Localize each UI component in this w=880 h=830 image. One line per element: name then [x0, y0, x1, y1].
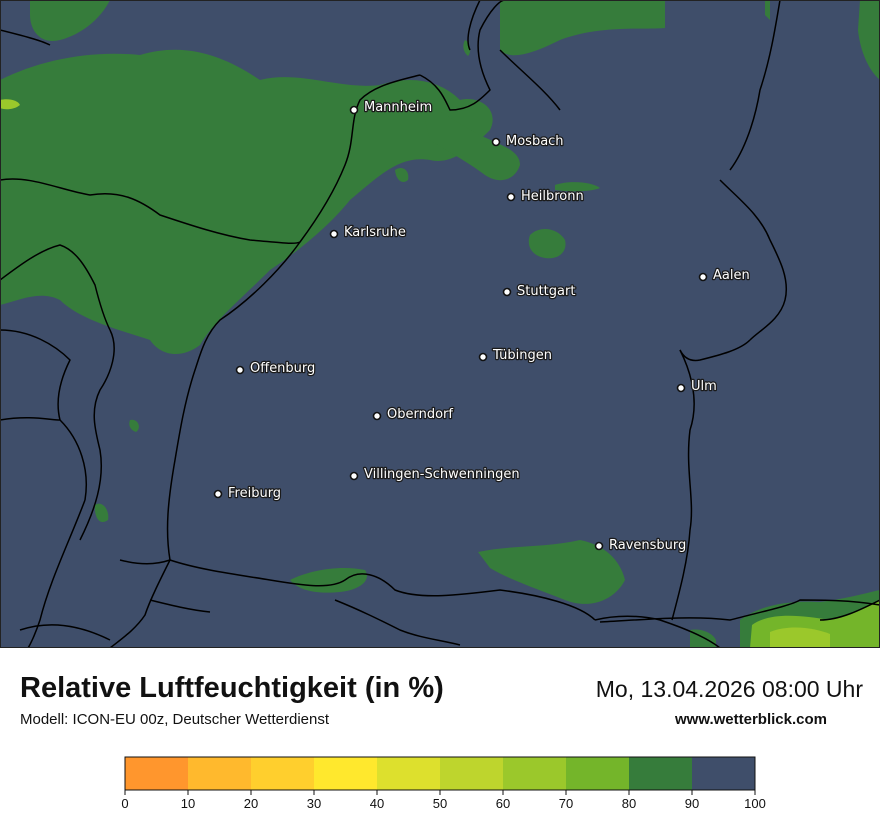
legend-swatch: [692, 757, 755, 790]
city-dot: [502, 287, 512, 297]
legend-tick-label: 50: [433, 796, 447, 811]
legend-swatch: [188, 757, 251, 790]
city-villingen-schwenningen[interactable]: Villingen-Schwenningen: [349, 466, 521, 483]
legend-tick-label: 20: [244, 796, 258, 811]
city-markers: Mannheim Mosbach Heilbronn Karlsruhe Aal…: [213, 99, 751, 554]
humidity-map: Mannheim Mosbach Heilbronn Karlsruhe Aal…: [0, 0, 880, 648]
city-dot: [478, 352, 488, 362]
city-stuttgart[interactable]: Stuttgart: [502, 283, 577, 300]
city-dot: [594, 541, 604, 551]
legend-tick-label: 100: [744, 796, 766, 811]
city-dot: [235, 365, 245, 375]
legend-tick-label: 10: [181, 796, 195, 811]
city-dot: [698, 272, 708, 282]
legend-swatch: [377, 757, 440, 790]
city-label: Tübingen: [492, 348, 552, 363]
legend-swatch: [566, 757, 629, 790]
model-source: Modell: ICON-EU 00z, Deutscher Wetterdie…: [20, 711, 330, 728]
humidity-zone-60-70: [0, 99, 830, 648]
city-dot: [676, 383, 686, 393]
city-heilbronn[interactable]: Heilbronn: [506, 188, 585, 205]
legend-tick-label: 70: [559, 796, 573, 811]
legend-tick-label: 0: [121, 796, 128, 811]
city-label: Stuttgart: [517, 284, 575, 299]
legend-tick-label: 90: [685, 796, 699, 811]
forecast-datetime: Mo, 13.04.2026 08:00 Uhr: [595, 676, 863, 702]
legend-tick-label: 60: [496, 796, 510, 811]
city-label: Mannheim: [364, 100, 432, 115]
city-dot: [329, 229, 339, 239]
legend-swatch: [503, 757, 566, 790]
city-ulm[interactable]: Ulm: [676, 378, 718, 395]
legend-tick-label: 80: [622, 796, 636, 811]
city-label: Aalen: [713, 268, 750, 283]
city-mosbach[interactable]: Mosbach: [491, 133, 565, 150]
legend-swatches: [125, 757, 755, 790]
city-label: Ravensburg: [609, 538, 686, 553]
city-dot: [372, 411, 382, 421]
legend-ticks: 0 10 20 30 40 50 60 70 80 90 100: [121, 790, 766, 811]
city-dot: [349, 471, 359, 481]
city-freiburg[interactable]: Freiburg: [213, 485, 282, 502]
legend-swatch: [125, 757, 188, 790]
city-label: Mosbach: [506, 134, 564, 149]
city-label: Ulm: [691, 379, 717, 394]
legend-tick-label: 30: [307, 796, 321, 811]
city-ravensburg[interactable]: Ravensburg: [594, 537, 688, 554]
city-karlsruhe[interactable]: Karlsruhe: [329, 224, 407, 241]
legend-swatch: [440, 757, 503, 790]
city-dot: [491, 137, 501, 147]
legend-tick-label: 40: [370, 796, 384, 811]
humidity-zone-80-90: [0, 0, 880, 648]
city-label: Freiburg: [228, 486, 281, 501]
city-label: Offenburg: [250, 361, 315, 376]
city-dot: [506, 192, 516, 202]
city-offenburg[interactable]: Offenburg: [235, 360, 317, 377]
city-oberndorf[interactable]: Oberndorf: [372, 406, 455, 423]
city-label: Karlsruhe: [344, 225, 406, 240]
city-aalen[interactable]: Aalen: [698, 267, 751, 284]
color-legend: 0 10 20 30 40 50 60 70 80 90 100: [121, 756, 766, 811]
legend-swatch: [251, 757, 314, 790]
city-dot: [349, 105, 359, 115]
city-label: Heilbronn: [521, 189, 584, 204]
city-tuebingen[interactable]: Tübingen: [478, 347, 553, 364]
map-title: Relative Luftfeuchtigkeit (in %): [20, 672, 444, 704]
legend-swatch: [314, 757, 377, 790]
borders: [0, 0, 880, 648]
city-dot: [213, 489, 223, 499]
website-link[interactable]: www.wetterblick.com: [675, 711, 827, 728]
city-mannheim[interactable]: Mannheim: [349, 99, 433, 116]
city-label: Villingen-Schwenningen: [364, 467, 520, 482]
legend-swatch: [629, 757, 692, 790]
city-label: Oberndorf: [387, 407, 453, 422]
